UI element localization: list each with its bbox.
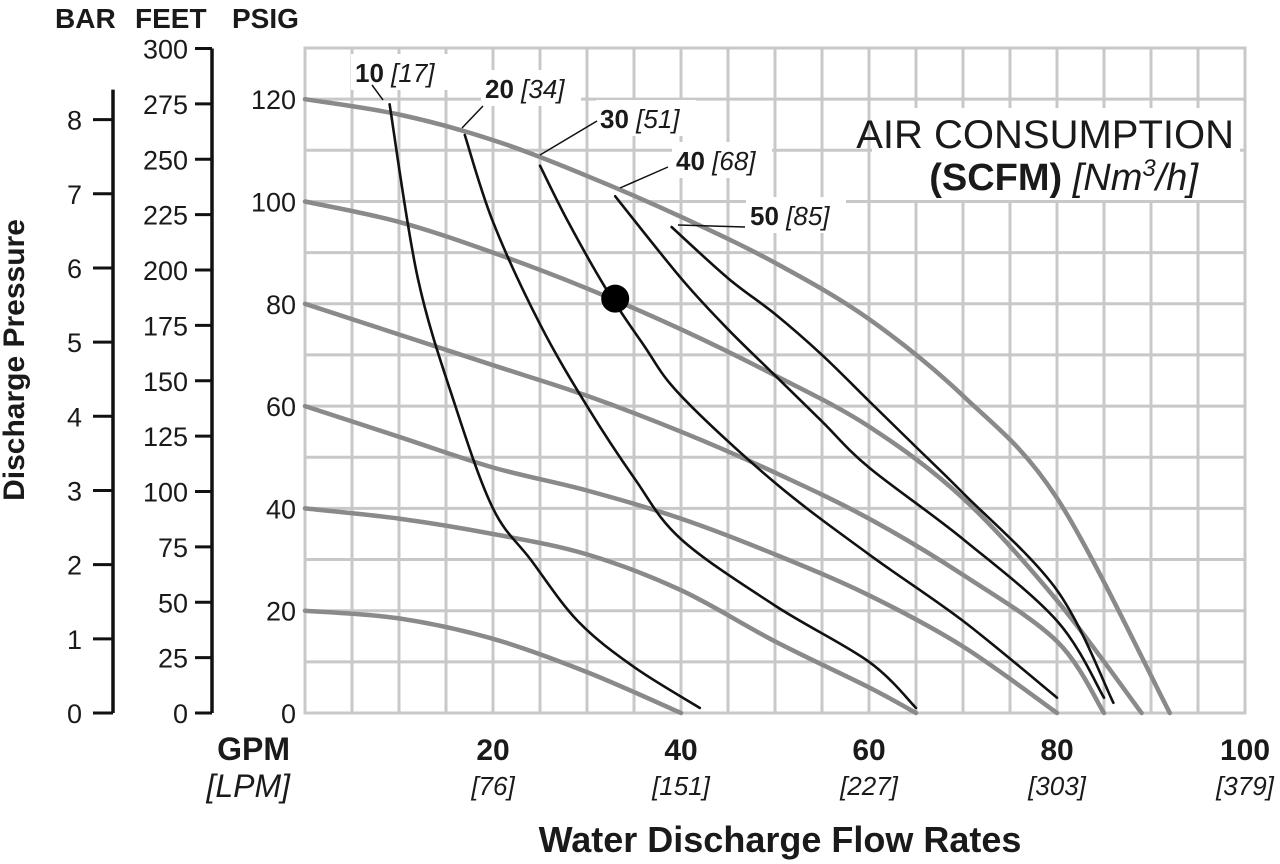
feet-tick-label: 225 xyxy=(143,201,188,231)
x-tick-label: 60 xyxy=(852,734,885,767)
feet-tick-label: 0 xyxy=(173,699,188,729)
air-curve-label: 50 [85] xyxy=(750,201,830,231)
x-tick-sublabel: [76] xyxy=(470,771,515,801)
x-tick-sublabel: [303] xyxy=(1027,771,1087,801)
pressure-curves xyxy=(302,96,1173,716)
x-tick-label: 20 xyxy=(476,734,509,767)
axes: 0204060801001200255075100125150175200225… xyxy=(0,3,1275,860)
bar-tick-label: 5 xyxy=(67,328,82,358)
pressure-curve xyxy=(302,506,919,716)
chart-subtitle: (SCFM) [Nm3/h] xyxy=(929,155,1199,199)
air-curve-label: 30 [51] xyxy=(600,104,680,134)
bar-tick-label: 2 xyxy=(67,551,82,581)
x-tick-sublabel: [151] xyxy=(651,771,711,801)
x-tick-label: 40 xyxy=(664,734,697,767)
psig-axis-title: PSIG xyxy=(232,3,299,34)
feet-tick-label: 175 xyxy=(143,311,188,341)
air-label-leader xyxy=(371,84,384,101)
operating-point-marker xyxy=(601,284,630,313)
psig-tick-label: 80 xyxy=(266,290,296,320)
labels: 10 [17] 20 [34] 30 [51] 40 [68] 50 [85] AIR C… xyxy=(351,54,1240,233)
x-tick-sublabel: [379] xyxy=(1215,771,1275,801)
bar-tick-label: 6 xyxy=(67,254,82,284)
bar-tick-label: 0 xyxy=(67,699,82,729)
feet-tick-label: 150 xyxy=(143,367,188,397)
y-axis-title: Discharge Pressure xyxy=(0,219,31,501)
psig-tick-label: 0 xyxy=(281,699,296,729)
title-bg xyxy=(872,108,1240,200)
air-label-bg xyxy=(746,197,846,233)
pressure-curve xyxy=(302,608,684,716)
pressure-curve xyxy=(302,403,1060,716)
pressure-curve xyxy=(302,199,1144,716)
x-tick-label: 80 xyxy=(1040,734,1073,767)
air-label-bg xyxy=(672,142,772,178)
feet-tick-label: 250 xyxy=(143,145,188,175)
feet-tick-label: 300 xyxy=(143,35,188,65)
feet-tick-label: 275 xyxy=(143,90,188,120)
psig-tick-label: 40 xyxy=(266,494,296,524)
air-label-leader xyxy=(461,105,484,129)
air-curve-label: 20 [34] xyxy=(485,74,565,104)
air-label-bg xyxy=(481,70,581,106)
psig-tick-label: 20 xyxy=(266,597,296,627)
feet-tick-label: 100 xyxy=(143,478,188,508)
chart-title: AIR CONSUMPTION xyxy=(856,113,1234,157)
air-consumption-curves xyxy=(388,103,1115,710)
x-unit-secondary: [LPM] xyxy=(205,768,291,804)
air-label-leader xyxy=(539,120,598,156)
air-curve-label: 40 [68] xyxy=(676,146,756,176)
bar-tick-label: 7 xyxy=(67,180,82,210)
air-curve-label: 10 [17] xyxy=(355,58,435,88)
x-tick-label: 100 xyxy=(1220,734,1270,767)
feet-tick-label: 200 xyxy=(143,256,188,286)
air-label-bg xyxy=(351,54,451,90)
psig-tick-label: 100 xyxy=(251,187,296,217)
air-label-leader xyxy=(619,166,669,189)
feet-axis-title: FEET xyxy=(135,3,207,34)
air-label-bg xyxy=(596,100,696,136)
air-label-leader xyxy=(677,224,746,228)
air-curve-10 xyxy=(388,103,702,710)
pressure-curve xyxy=(302,301,1107,716)
x-axis-title: Water Discharge Flow Rates xyxy=(539,819,1022,860)
air-curve-20 xyxy=(463,133,918,710)
feet-tick-label: 25 xyxy=(158,644,188,674)
psig-tick-label: 60 xyxy=(266,392,296,422)
pressure-curve xyxy=(302,96,1173,716)
feet-tick-label: 125 xyxy=(143,422,188,452)
bar-axis-title: BAR xyxy=(55,3,116,34)
bar-tick-label: 8 xyxy=(67,106,82,136)
bar-tick-label: 1 xyxy=(67,625,82,655)
x-unit-primary: GPM xyxy=(217,731,290,767)
feet-tick-label: 75 xyxy=(158,533,188,563)
bar-tick-label: 4 xyxy=(67,402,82,432)
bar-tick-label: 3 xyxy=(67,476,82,506)
psig-tick-label: 120 xyxy=(251,85,296,115)
air-curve-50 xyxy=(670,225,1115,705)
feet-tick-label: 50 xyxy=(158,588,188,618)
air-curve-30 xyxy=(538,164,1059,699)
air-curve-40 xyxy=(613,195,1106,699)
x-tick-sublabel: [227] xyxy=(839,771,899,801)
